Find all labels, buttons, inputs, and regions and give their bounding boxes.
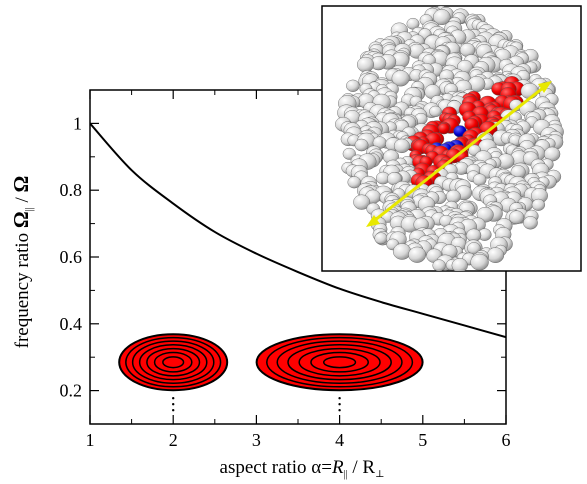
ellipse-contour [162, 356, 185, 369]
particle [432, 259, 446, 271]
inset-arrow-line [369, 82, 549, 226]
x-label-prefix: aspect ratio α= [220, 457, 332, 478]
particle [451, 258, 468, 271]
inset-arrow-head-top [538, 81, 552, 93]
particle [356, 56, 375, 73]
ellipse-contour [131, 340, 215, 384]
y-axis-label: frequency ratio Ω|| / Ω [9, 176, 35, 349]
particle [508, 210, 525, 225]
ellipse-contour [310, 351, 369, 373]
particle [429, 105, 442, 118]
y-label-symbol-sub: || [24, 207, 35, 211]
x-label-separator: / R [348, 457, 376, 478]
particle [392, 243, 412, 260]
ellipse-contour [276, 340, 403, 384]
particle [472, 173, 487, 186]
x-tick-label: 2 [169, 430, 178, 450]
ellipse-dot [172, 403, 175, 406]
ellipse-contour [125, 336, 222, 388]
y-tick-label: 0.4 [60, 314, 83, 334]
particle [531, 198, 546, 211]
x-label-denominator-sub: ⊥ [375, 469, 384, 480]
particle [353, 194, 371, 210]
inset-panel [321, 5, 582, 272]
particle [470, 253, 489, 271]
particle [374, 232, 388, 245]
y-tick-label: 0.8 [60, 180, 83, 200]
ellipse-annotations [118, 333, 424, 412]
x-tick-label: 1 [86, 430, 95, 450]
ellipse-cloud [118, 333, 229, 412]
ellipse-contour [298, 347, 381, 377]
inset-axis-arrow [366, 81, 552, 227]
y-label-denominator: Ω [9, 176, 33, 193]
ellipse-contour [322, 356, 357, 369]
x-label-numerator-sub: || [344, 469, 348, 480]
series-line [90, 122, 506, 339]
particle [433, 9, 451, 25]
particle [346, 79, 360, 92]
y-tick-label: 1 [73, 113, 82, 133]
particle [520, 82, 539, 99]
ellipse-dot [172, 397, 175, 400]
ellipse-contour [266, 336, 414, 388]
particle [437, 123, 451, 135]
ellipse-contour [287, 344, 392, 381]
ellipse-dot [338, 409, 341, 412]
y-label-symbol: Ω [9, 211, 33, 228]
ellipse-contour [153, 351, 193, 373]
particle [393, 138, 410, 154]
ellipse-contour [146, 347, 201, 377]
y-tick-label: 0.6 [60, 247, 83, 267]
particle [486, 247, 505, 263]
particle [445, 189, 461, 204]
x-tick-label: 4 [335, 430, 344, 450]
ellipse-dot [338, 403, 341, 406]
ellipse-dot [172, 409, 175, 412]
x-tick-label: 5 [418, 430, 427, 450]
particle [467, 242, 481, 255]
ellipse-outer [118, 333, 229, 392]
x-label-numerator: R [331, 457, 344, 478]
ellipse-outer [255, 333, 424, 392]
ellipse-dot [338, 397, 341, 400]
particle [523, 216, 538, 230]
y-label-separator: / [12, 192, 33, 207]
y-label-prefix: frequency ratio [12, 228, 33, 348]
particle [391, 70, 410, 87]
ellipse-contour [138, 344, 208, 381]
x-tick-label: 3 [252, 430, 261, 450]
x-tick-label: 6 [502, 430, 511, 450]
particle [408, 246, 427, 263]
y-tick-label: 0.2 [60, 381, 83, 401]
inset-arrow-head-bottom [366, 215, 380, 227]
inset-particle-cloud [335, 6, 564, 271]
x-axis-label: aspect ratio α=R|| / R⊥ [220, 457, 385, 480]
particle [354, 138, 369, 152]
ellipse-cloud [255, 333, 424, 412]
